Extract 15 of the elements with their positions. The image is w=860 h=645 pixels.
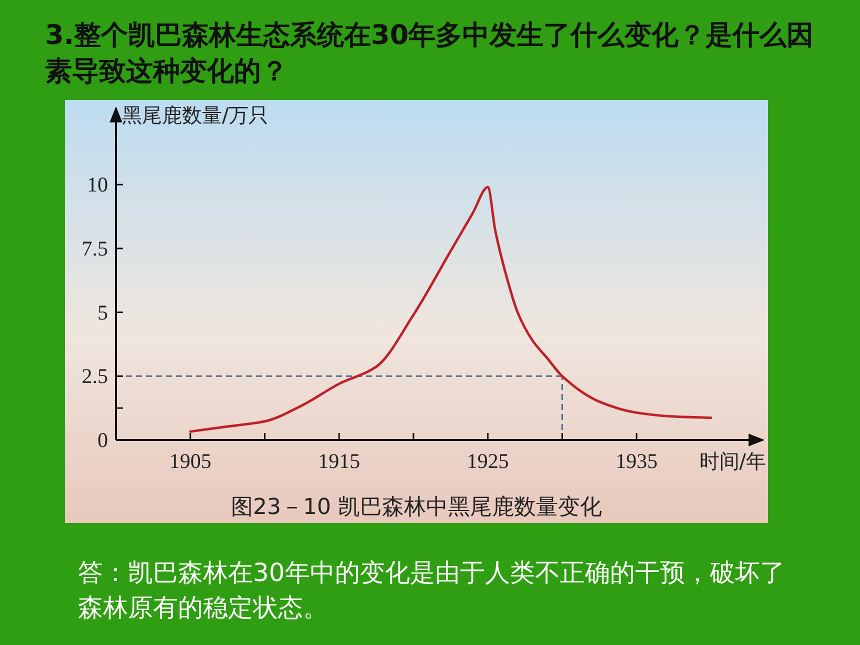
x-tick-label: 1915 (318, 449, 360, 473)
line-series (189, 186, 712, 433)
y-tick-label: 10 (87, 172, 108, 197)
y-tick-label: 0 (98, 428, 108, 452)
x-tick-label: 1925 (466, 449, 509, 473)
x-tick-label: 1905 (169, 449, 212, 473)
y-tick-label: 7.5 (82, 236, 108, 260)
x-tick-label: 1935 (616, 449, 658, 473)
y-tick-label: 2.5 (82, 364, 108, 388)
y-tick-label: 5 (98, 300, 108, 324)
text: 答：凯巴森林在30年中的变化是由于人类不正确的干预，破坏了森林原有的稳定状态。 (78, 557, 786, 624)
caption: 图23－10 凯巴森林中黑尾鹿数量变化 (231, 495, 602, 520)
x-axis-title: 时间/年 (699, 449, 766, 473)
chart-title: 3.整个凯巴森林生态系统在30年多中发生了什么变化？是什么因素导致这种变化的？ (45, 19, 815, 89)
y-axis-title: 黑尾鹿数量/万只 (122, 103, 269, 127)
